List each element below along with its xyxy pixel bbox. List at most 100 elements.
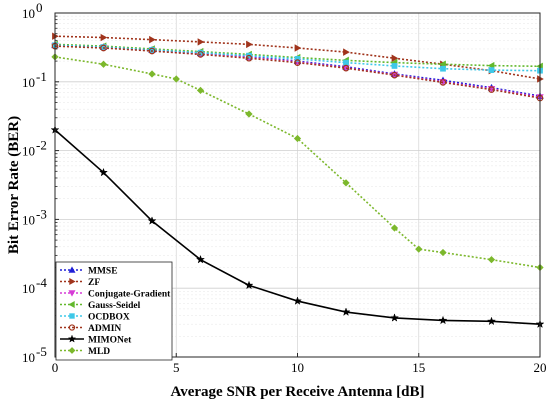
data-point <box>342 179 350 187</box>
data-point <box>343 59 349 66</box>
legend-swatch-marker <box>68 300 75 309</box>
x-tick-label: 5 <box>173 360 180 375</box>
y-axis-title: Bit Error Rate (BER) <box>6 116 22 254</box>
y-tick-base: 10 <box>22 6 35 21</box>
y-tick-exponent: -4 <box>36 275 47 290</box>
legend-label: Gauss-Seidel <box>88 301 141 311</box>
data-point <box>439 79 447 86</box>
data-point <box>245 110 253 118</box>
y-tick-base: 10 <box>22 75 35 90</box>
data-point <box>99 60 108 68</box>
data-point <box>197 38 205 46</box>
data-point <box>343 48 350 56</box>
legend-label: OCDBOX <box>88 313 130 323</box>
legend-item: MIMONet <box>60 334 132 346</box>
legend-swatch-marker <box>69 277 76 286</box>
legend-item: MLD <box>60 347 110 357</box>
data-point <box>148 70 156 78</box>
legend-item: ADMIN <box>60 324 121 334</box>
data-point <box>148 47 156 55</box>
y-tick-label: 10 <box>22 75 35 90</box>
series-mld <box>51 53 544 272</box>
legend-item: MMSE <box>60 266 118 277</box>
x-tick-label: 20 <box>534 360 547 375</box>
data-point <box>389 313 400 322</box>
series-line <box>54 44 541 72</box>
data-point <box>294 59 301 66</box>
y-tick-exponent: -5 <box>36 344 47 359</box>
data-point <box>246 40 253 49</box>
data-point <box>341 307 351 316</box>
data-point <box>196 86 205 95</box>
y-tick-exponent: 0 <box>36 0 43 15</box>
x-tick-label: 10 <box>291 360 304 375</box>
y-tick-base: 10 <box>22 281 35 296</box>
data-point <box>147 216 157 225</box>
legend-item: Gauss-Seidel <box>60 300 141 311</box>
y-tick-base: 10 <box>22 144 35 159</box>
series-mimonet <box>50 125 545 329</box>
y-tick-label: 10 <box>22 144 35 159</box>
data-point <box>197 51 204 58</box>
y-tick-exponent: -2 <box>36 138 47 153</box>
legend-label: ZF <box>88 278 100 288</box>
legend-label: MLD <box>88 347 110 357</box>
legend-label: MIMONet <box>88 336 132 346</box>
x-axis-ticks: 0 5 10 15 20 <box>52 353 547 375</box>
series-line <box>54 45 541 99</box>
data-point <box>438 315 448 325</box>
data-point <box>342 64 350 72</box>
series-line <box>54 35 541 80</box>
data-point <box>488 67 495 73</box>
series-line <box>54 43 541 68</box>
legend-label: MMSE <box>88 267 118 277</box>
legend-label: ADMIN <box>88 324 121 334</box>
legend-swatch-marker <box>68 324 76 331</box>
data-point <box>100 44 107 52</box>
data-point <box>195 254 206 264</box>
y-tick-base: 10 <box>22 350 35 365</box>
data-point <box>486 316 497 326</box>
legend-swatch-marker <box>69 313 75 319</box>
y-tick-base: 10 <box>22 212 35 227</box>
data-point <box>487 256 496 264</box>
data-point <box>391 63 398 69</box>
data-point <box>440 65 446 72</box>
series-layer <box>50 32 545 329</box>
legend-box <box>55 261 173 361</box>
data-point <box>391 54 399 62</box>
legend-item: Conjugate-Gradient <box>60 290 171 300</box>
x-tick-label: 0 <box>52 360 59 375</box>
data-point <box>149 35 156 44</box>
data-point <box>245 54 253 62</box>
legend-item: ZF <box>60 277 100 288</box>
legend-swatch-marker <box>67 334 77 343</box>
data-point <box>100 33 108 42</box>
data-point <box>487 61 495 70</box>
y-tick-label: 10 <box>22 350 35 365</box>
legend-swatch-marker <box>68 347 76 354</box>
data-point <box>390 224 399 232</box>
data-point <box>488 86 495 93</box>
data-point <box>244 280 254 290</box>
data-point <box>172 75 180 83</box>
series-ocdbox <box>52 42 543 74</box>
legend-swatch-marker <box>68 266 76 273</box>
y-tick-label: 10 <box>22 212 35 227</box>
data-point <box>293 134 302 143</box>
x-axis-title: Average SNR per Receive Antenna [dB] <box>171 384 425 400</box>
data-point <box>439 248 447 257</box>
data-point <box>294 44 302 52</box>
legend-label: Conjugate-Gradient <box>88 290 171 300</box>
data-point <box>439 60 446 68</box>
data-point <box>98 167 109 177</box>
data-point <box>294 56 301 62</box>
x-tick-label: 15 <box>412 360 425 375</box>
data-point <box>391 71 398 79</box>
y-tick-label: 10 <box>22 281 35 296</box>
legend-swatch-marker <box>68 290 76 297</box>
y-tick-exponent: -3 <box>36 206 47 221</box>
